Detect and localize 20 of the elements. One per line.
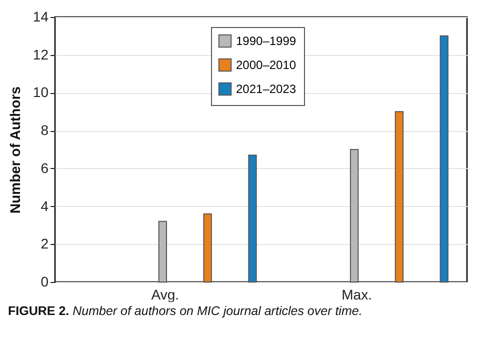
y-tick-label: 10 — [32, 84, 49, 100]
bar — [203, 213, 212, 282]
y-tick-label: 0 — [40, 274, 49, 290]
y-tick-label: 12 — [32, 46, 49, 62]
y-tick-label: 2 — [40, 236, 49, 252]
y-tick-label: 14 — [32, 8, 49, 24]
y-tick-label: 8 — [40, 122, 49, 138]
y-axis-title: Number of Authors — [6, 86, 23, 214]
legend-label: 1990–1999 — [236, 34, 296, 48]
legend-label: 2021–2023 — [236, 82, 296, 96]
caption: FIGURE 2. Number of authors on MIC journal articles over time. — [8, 304, 362, 318]
bar — [350, 149, 359, 282]
bar — [158, 220, 168, 282]
bar — [248, 154, 257, 282]
x-tick-label: Max. — [342, 286, 372, 302]
y-tick-label: 6 — [40, 160, 49, 176]
bar — [394, 111, 404, 282]
bar — [440, 35, 448, 282]
y-tick-label: 4 — [40, 198, 49, 214]
legend-label: 2000–2010 — [236, 58, 296, 72]
